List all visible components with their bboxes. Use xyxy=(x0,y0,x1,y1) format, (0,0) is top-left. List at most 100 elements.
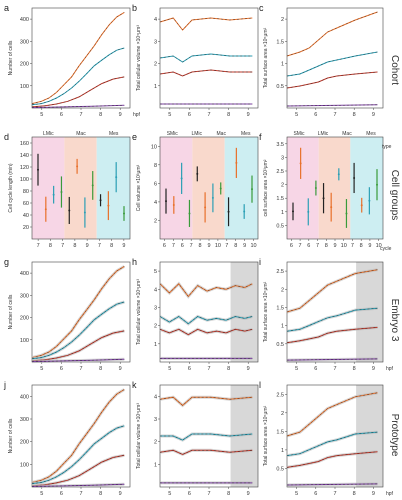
x-tick-label: 10 xyxy=(250,243,256,249)
x-tick-label: 6 xyxy=(314,366,317,372)
y-tick-label: 100 xyxy=(20,177,29,183)
panel-i: i Total surface area ×10⁵μm² 0.5 1 1.5 2 2.5 5 6… xyxy=(259,257,394,372)
y-tick-label: 2 xyxy=(281,17,284,23)
y-tick-label: 20 xyxy=(23,225,29,231)
y-tick-label: 2.5 xyxy=(276,169,284,175)
y-tick-label: 5 xyxy=(154,269,157,275)
y-tick-label: 400 xyxy=(20,394,29,400)
panel-letter: k xyxy=(132,380,137,390)
mean-point xyxy=(76,165,79,168)
mean-point xyxy=(211,196,214,199)
group-label: Mac xyxy=(342,131,352,137)
y-tick-label: 2 xyxy=(154,440,157,446)
row-label-embryo-3: Embryo 3 xyxy=(389,299,400,342)
series-fit-line xyxy=(286,358,378,361)
x-tick-label: 9 xyxy=(119,366,122,372)
y-tick-label: 1 xyxy=(154,84,157,90)
series-fit-line xyxy=(159,329,253,335)
series-fit-line xyxy=(31,484,125,487)
x-tick-label: 6 xyxy=(314,491,317,497)
group-label: Mes xyxy=(241,131,251,137)
y-tick-label: 4 xyxy=(154,200,157,206)
row-label-cohort: Cohort xyxy=(389,55,400,85)
y-tick-label: 1.5 xyxy=(276,39,284,45)
x-tick-label: 5 xyxy=(40,112,43,118)
group-label: Mes xyxy=(109,131,119,137)
group-label: Mac xyxy=(217,131,227,137)
y-tick-label: 0.5 xyxy=(276,223,284,229)
x-tick-label: 7 xyxy=(37,243,40,249)
row-label-cell-groups: Cell groups xyxy=(389,170,400,221)
mean-point xyxy=(107,204,110,207)
panel-letter: d xyxy=(4,132,9,142)
x-tick-label: 6 xyxy=(307,243,310,249)
panel-letter: a xyxy=(4,3,9,13)
series-fit-line xyxy=(31,105,125,108)
plot-frame xyxy=(159,7,259,109)
series-fit-line xyxy=(31,12,125,104)
mean-point xyxy=(83,211,86,214)
series-fit-line xyxy=(286,392,378,437)
y-tick-label: 10 xyxy=(151,144,157,150)
y-tick-label: 1 xyxy=(281,324,284,330)
x-tick-label: 9 xyxy=(86,243,89,249)
mean-point xyxy=(37,168,39,171)
panel-h: h Total cellular volume ×10⁵μm³ 1 2 3 4 5 5 6 7 8 9 xyxy=(132,257,259,372)
mean-point xyxy=(251,188,253,191)
y-axis-label: Number of cells xyxy=(8,294,14,329)
panel-d: d Cell cycle length (min) LMic Mac Mes 20 40 60… xyxy=(4,131,131,249)
y-tick-label: 60 xyxy=(23,201,29,207)
y-tick-label: 100 xyxy=(20,338,29,344)
series-fit-line xyxy=(31,47,125,105)
series-fit-line xyxy=(286,104,378,107)
panel-g: g Number of cells 100 200 300 400 5 6 7 8 9 xyxy=(4,257,131,372)
mean-point xyxy=(376,183,378,186)
shaded-window xyxy=(230,262,258,362)
series-fit-line xyxy=(286,11,378,57)
group-label: LMic xyxy=(318,131,329,137)
mean-point xyxy=(307,210,310,213)
series-band xyxy=(31,388,126,484)
y-tick-label: 2 xyxy=(281,183,284,189)
panel-letter: g xyxy=(4,257,9,267)
group-label: SMic xyxy=(293,131,305,137)
mean-point xyxy=(330,206,333,209)
panel-letter: j xyxy=(3,380,6,390)
panel-j: j Number of cells 100 200 300 400 5 6 7 8 9 xyxy=(3,380,131,497)
y-tick-label: 2 xyxy=(154,62,157,68)
series-line-orange xyxy=(31,11,125,105)
series-line-teal xyxy=(31,47,125,106)
series-fit-line xyxy=(286,51,378,77)
panel-l: l Total surface area ×10⁵μm² 0.5 1 1.5 2 2.5 5 6… xyxy=(259,380,394,497)
y-tick-label: 0.5 xyxy=(276,466,284,472)
group-band xyxy=(160,137,193,239)
mean-point xyxy=(353,176,356,179)
y-tick-label: 2.5 xyxy=(276,392,284,398)
y-tick-label: 2 xyxy=(154,324,157,330)
group-band xyxy=(287,137,319,239)
mean-point xyxy=(299,162,302,165)
x-tick-label: 9 xyxy=(122,243,125,249)
mean-point xyxy=(172,203,175,206)
series-fit-line xyxy=(31,425,125,484)
x-tick-label: 7 xyxy=(79,112,82,118)
y-tick-label: 400 xyxy=(20,17,29,23)
y-tick-label: 3 xyxy=(154,305,157,311)
y-axis-label: Total surface area ×10⁵μm² xyxy=(263,281,269,342)
y-tick-label: 3 xyxy=(281,155,284,161)
panel-a: a Number of cells 100 200 300 400 5 6 7 8 9 hpf xyxy=(4,3,141,118)
mean-point xyxy=(292,210,294,213)
series-fit-line xyxy=(159,450,253,455)
x-tick-label: 7 xyxy=(225,243,228,249)
x-tick-label: 6 xyxy=(314,112,317,118)
series-band xyxy=(31,265,126,360)
x-tick-label: 7 xyxy=(351,243,354,249)
y-axis-label: Total cellular volume ×10⁵μm³ xyxy=(136,279,142,345)
series-fit-line xyxy=(31,330,125,362)
y-axis-label: Total cellular volume ×10⁵μm³ xyxy=(136,25,142,91)
y-axis-label: Number of cells xyxy=(8,418,14,453)
y-tick-label: 2 xyxy=(281,287,284,293)
group-band xyxy=(32,137,65,239)
series-line-orange xyxy=(286,11,378,57)
y-tick-label: 1 xyxy=(281,210,284,216)
